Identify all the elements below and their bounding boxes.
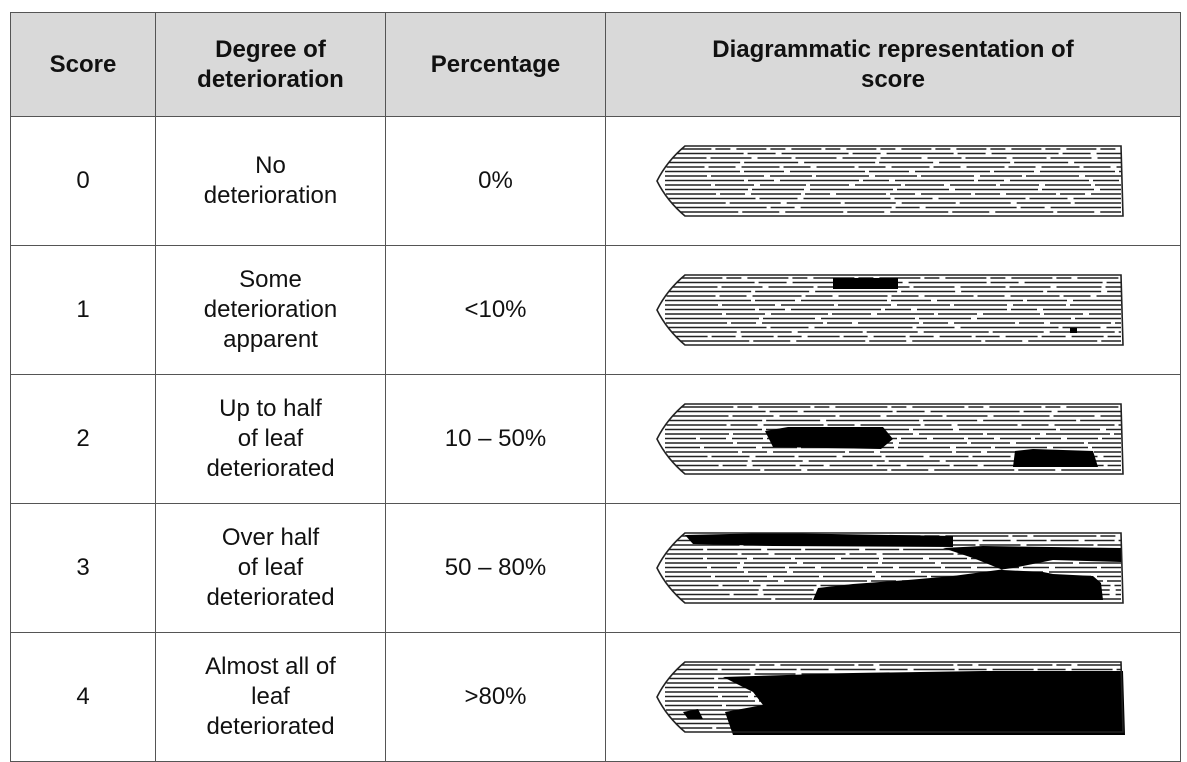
percentage-cell: 0% [385,116,606,246]
leaf-outline [656,403,1124,475]
percentage: 50 – 80% [444,554,547,581]
header-text: deterioration [197,65,344,93]
diagram-cell [605,503,1181,633]
degree-text: Some [239,266,302,293]
degree-text: No [255,152,286,179]
table-row: 2 Up to half of leaf deteriorated 10 – 50% [10,374,1181,504]
diagram-cell [605,116,1181,246]
percentage: <10% [464,296,527,323]
header-text: Score [49,50,117,78]
degree-text: deterioration [203,182,338,209]
leaf-diagram [656,403,1124,475]
leaf-diagram [656,274,1124,346]
degree-cell: Some deterioration apparent [155,245,386,375]
degree-text: leaf [251,683,290,710]
table-row: 0 No deterioration 0% [10,116,1181,246]
header-cell: Degree of deterioration [155,12,386,117]
percentage: 10 – 50% [444,425,547,452]
degree-cell: No deterioration [155,116,386,246]
header-cell: Diagrammatic representation of score [605,12,1181,117]
score-cell: 0 [10,116,156,246]
header-text: Degree of [215,35,326,63]
score-cell: 4 [10,632,156,762]
degree-text: Up to half [219,395,322,422]
degree-cell: Almost all of leaf deteriorated [155,632,386,762]
leaf-outline [656,661,1124,733]
percentage-cell: 10 – 50% [385,374,606,504]
deterioration-patch [685,533,953,547]
degree-cell: Over half of leaf deteriorated [155,503,386,633]
table-row: 4 Almost all of leaf deteriorated >80% [10,632,1181,762]
header-cell: Score [10,12,156,117]
header-cell: Percentage [385,12,606,117]
deterioration-patch [683,709,703,719]
degree-text: Almost all of [205,653,336,680]
score-cell: 3 [10,503,156,633]
leaf-diagram [656,661,1125,735]
score-table: Score Degree of deterioration Percentage … [10,12,1181,762]
degree-text: Over half [221,524,320,551]
header-text: Diagrammatic representation of [712,35,1074,63]
percentage-cell: <10% [385,245,606,375]
leaf-outline [656,145,1124,217]
leaf-diagram [656,145,1124,217]
degree-text: apparent [223,326,318,353]
percentage-cell: 50 – 80% [385,503,606,633]
degree-text: deteriorated [206,713,335,740]
score: 4 [76,683,90,710]
degree-text: deteriorated [206,584,335,611]
degree-cell: Up to half of leaf deteriorated [155,374,386,504]
table-row: 3 Over half of leaf deteriorated 50 – 80% [10,503,1181,633]
table-row: 1 Some deterioration apparent <10% [10,245,1181,375]
score-cell: 2 [10,374,156,504]
leaf-outline [656,532,1124,604]
header-row: Score Degree of deterioration Percentage … [10,12,1181,117]
percentage: >80% [464,683,527,710]
degree-text: deterioration [203,296,338,323]
leaf-outline [656,274,1124,346]
degree-text: deteriorated [206,455,335,482]
header-text: score [860,65,926,93]
percentage: 0% [478,167,513,194]
score: 2 [76,425,90,452]
degree-text: of leaf [237,425,304,452]
header-text: Percentage [430,50,561,78]
score: 0 [76,167,90,194]
deterioration-patch [1013,449,1098,467]
deterioration-patch [813,546,1121,600]
score-cell: 1 [10,245,156,375]
diagram-cell [605,374,1181,504]
deterioration-patch [765,427,893,449]
deterioration-patch [833,278,898,289]
score: 3 [76,554,90,581]
score: 1 [76,296,90,323]
percentage-cell: >80% [385,632,606,762]
diagram-cell [605,632,1181,762]
degree-text: of leaf [237,554,304,581]
leaf-diagram [656,532,1124,604]
deterioration-patch [1070,328,1077,333]
deterioration-patch [723,671,1125,735]
diagram-cell [605,245,1181,375]
